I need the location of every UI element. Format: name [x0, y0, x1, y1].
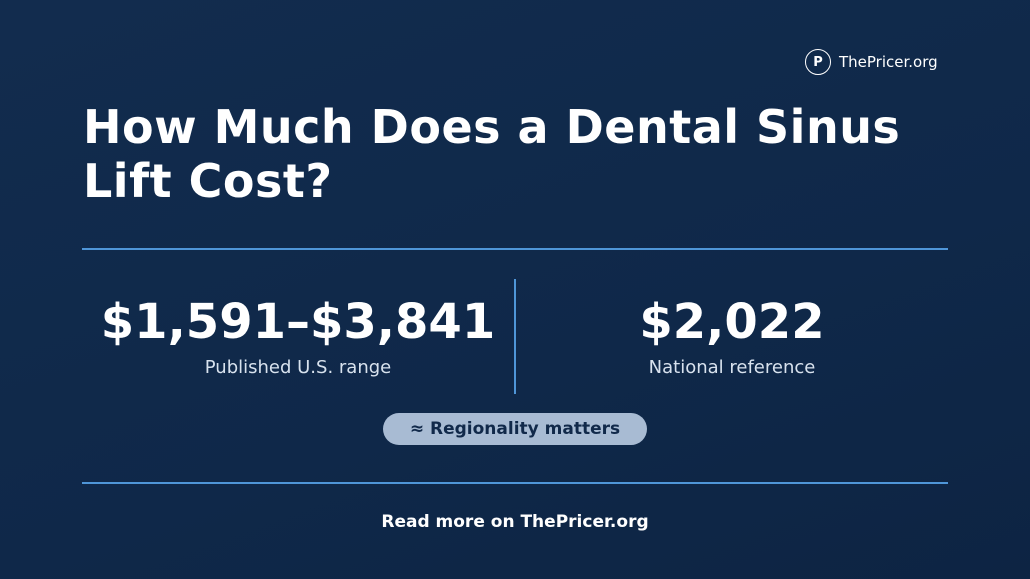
- logo-mark: P: [805, 49, 831, 75]
- badge: ≈ Regionality matters: [383, 413, 647, 445]
- stat-value: $2,022: [639, 294, 825, 350]
- footer: Read more on ThePricer.org: [381, 512, 649, 532]
- divider: [514, 279, 516, 394]
- stat-label: National reference: [648, 357, 816, 378]
- divider: [82, 482, 948, 484]
- stat-label: Published U.S. range: [204, 357, 392, 378]
- title: How Much Does a Dental Sinus Lift Cost?: [83, 100, 901, 208]
- logo-name: ThePricer.org: [839, 53, 938, 71]
- stat-value: $1,591–$3,841: [100, 294, 496, 350]
- divider: [82, 248, 948, 250]
